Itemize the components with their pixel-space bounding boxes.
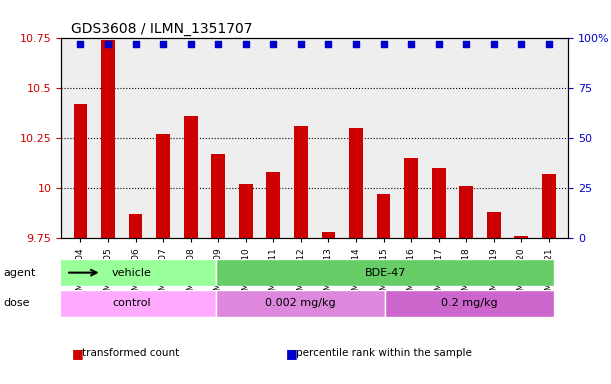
Bar (542, 174, 556, 238)
Bar (266, 172, 280, 238)
Bar (101, 40, 115, 238)
Text: ■: ■ (72, 347, 84, 360)
Text: percentile rank within the sample: percentile rank within the sample (296, 348, 472, 358)
Text: 0.002 mg/kg: 0.002 mg/kg (265, 298, 336, 308)
Point (213, 41, 223, 48)
Bar (514, 236, 529, 238)
Bar (349, 128, 363, 238)
Point (351, 41, 361, 48)
Point (268, 41, 278, 48)
Text: transformed count: transformed count (82, 348, 180, 358)
Bar (404, 158, 418, 238)
Text: BDE-47: BDE-47 (364, 268, 406, 278)
Point (544, 41, 554, 48)
FancyBboxPatch shape (47, 290, 216, 317)
FancyBboxPatch shape (216, 259, 554, 286)
Bar (432, 168, 445, 238)
Text: dose: dose (3, 298, 29, 308)
Bar (459, 186, 473, 238)
Text: 0.2 mg/kg: 0.2 mg/kg (441, 298, 498, 308)
Point (461, 41, 471, 48)
Point (186, 41, 196, 48)
Bar (294, 126, 308, 238)
Bar (129, 214, 142, 238)
Bar (487, 212, 500, 238)
Point (516, 41, 526, 48)
Point (489, 41, 499, 48)
Text: control: control (112, 298, 151, 308)
FancyBboxPatch shape (47, 259, 216, 286)
Point (241, 41, 251, 48)
Bar (73, 104, 87, 238)
Bar (184, 116, 197, 238)
Point (103, 41, 113, 48)
Text: agent: agent (3, 268, 35, 278)
Point (76, 41, 86, 48)
Text: ■: ■ (286, 347, 298, 360)
Bar (321, 232, 335, 238)
Point (324, 41, 334, 48)
Bar (376, 194, 390, 238)
Point (379, 41, 389, 48)
Point (406, 41, 416, 48)
Bar (156, 134, 170, 238)
Point (158, 41, 168, 48)
Point (131, 41, 141, 48)
Point (434, 41, 444, 48)
Point (296, 41, 306, 48)
Text: vehicle: vehicle (112, 268, 152, 278)
FancyBboxPatch shape (216, 290, 385, 317)
FancyBboxPatch shape (385, 290, 554, 317)
Bar (239, 184, 253, 238)
Bar (211, 154, 225, 238)
Text: GDS3608 / ILMN_1351707: GDS3608 / ILMN_1351707 (71, 22, 253, 36)
